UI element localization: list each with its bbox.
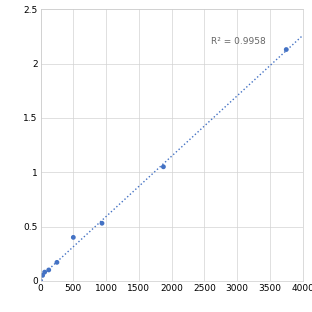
Point [38, 278, 43, 283]
Point [42, 270, 47, 275]
Point [71, 235, 76, 240]
Point [54, 260, 59, 265]
Point [46, 267, 51, 272]
Point [161, 164, 166, 169]
Point [40, 273, 45, 278]
Point [100, 221, 105, 226]
Text: R² = 0.9958: R² = 0.9958 [211, 37, 266, 46]
Point [284, 47, 289, 52]
